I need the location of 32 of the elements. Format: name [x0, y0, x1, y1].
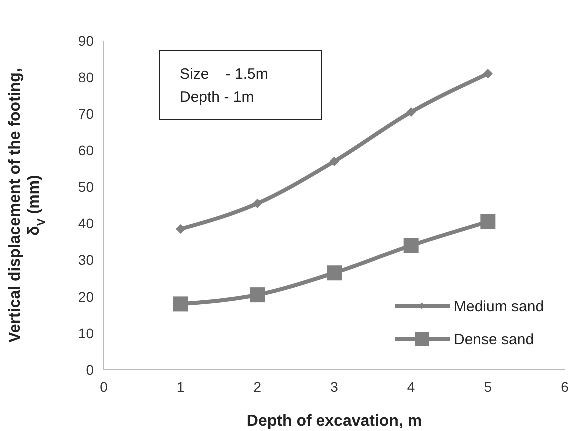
x-tick-label: 1: [176, 379, 185, 395]
point: [480, 214, 496, 230]
y-tick-label: 80: [78, 69, 94, 86]
annotation: Depth - 1m: [180, 89, 254, 106]
y-tick-label: 50: [78, 179, 94, 196]
point: [252, 198, 262, 208]
point: [483, 69, 493, 79]
y-tick-label: 10: [78, 325, 94, 342]
x-tick-label: 2: [254, 379, 262, 395]
y-tick-label: 60: [78, 142, 94, 159]
y-tick-label: 30: [78, 252, 94, 268]
y-tick-label: 20: [78, 288, 94, 305]
legend-label: Dense sand: [454, 331, 534, 348]
y-tick-label: 40: [78, 216, 94, 232]
x-tick-label: 3: [330, 379, 339, 395]
annotation: Size - 1.5m: [180, 66, 268, 83]
x-axis-title: Depth of excavation, m: [246, 413, 422, 430]
x-tick-label: 5: [484, 379, 492, 395]
point: [406, 107, 416, 118]
legend-label: Medium sand: [454, 298, 544, 316]
point: [404, 238, 419, 254]
x-tick-label: 0: [100, 379, 108, 395]
y-tick-label: 70: [78, 106, 94, 122]
point: [250, 288, 266, 303]
y-tick-label: 0: [86, 362, 94, 378]
point: [330, 156, 340, 166]
x-tick-label: 4: [407, 379, 416, 395]
point: [176, 224, 186, 234]
y-tick-label: 90: [78, 32, 94, 49]
point: [173, 296, 188, 312]
point: [327, 266, 342, 281]
x-tick-label: 6: [561, 379, 570, 395]
